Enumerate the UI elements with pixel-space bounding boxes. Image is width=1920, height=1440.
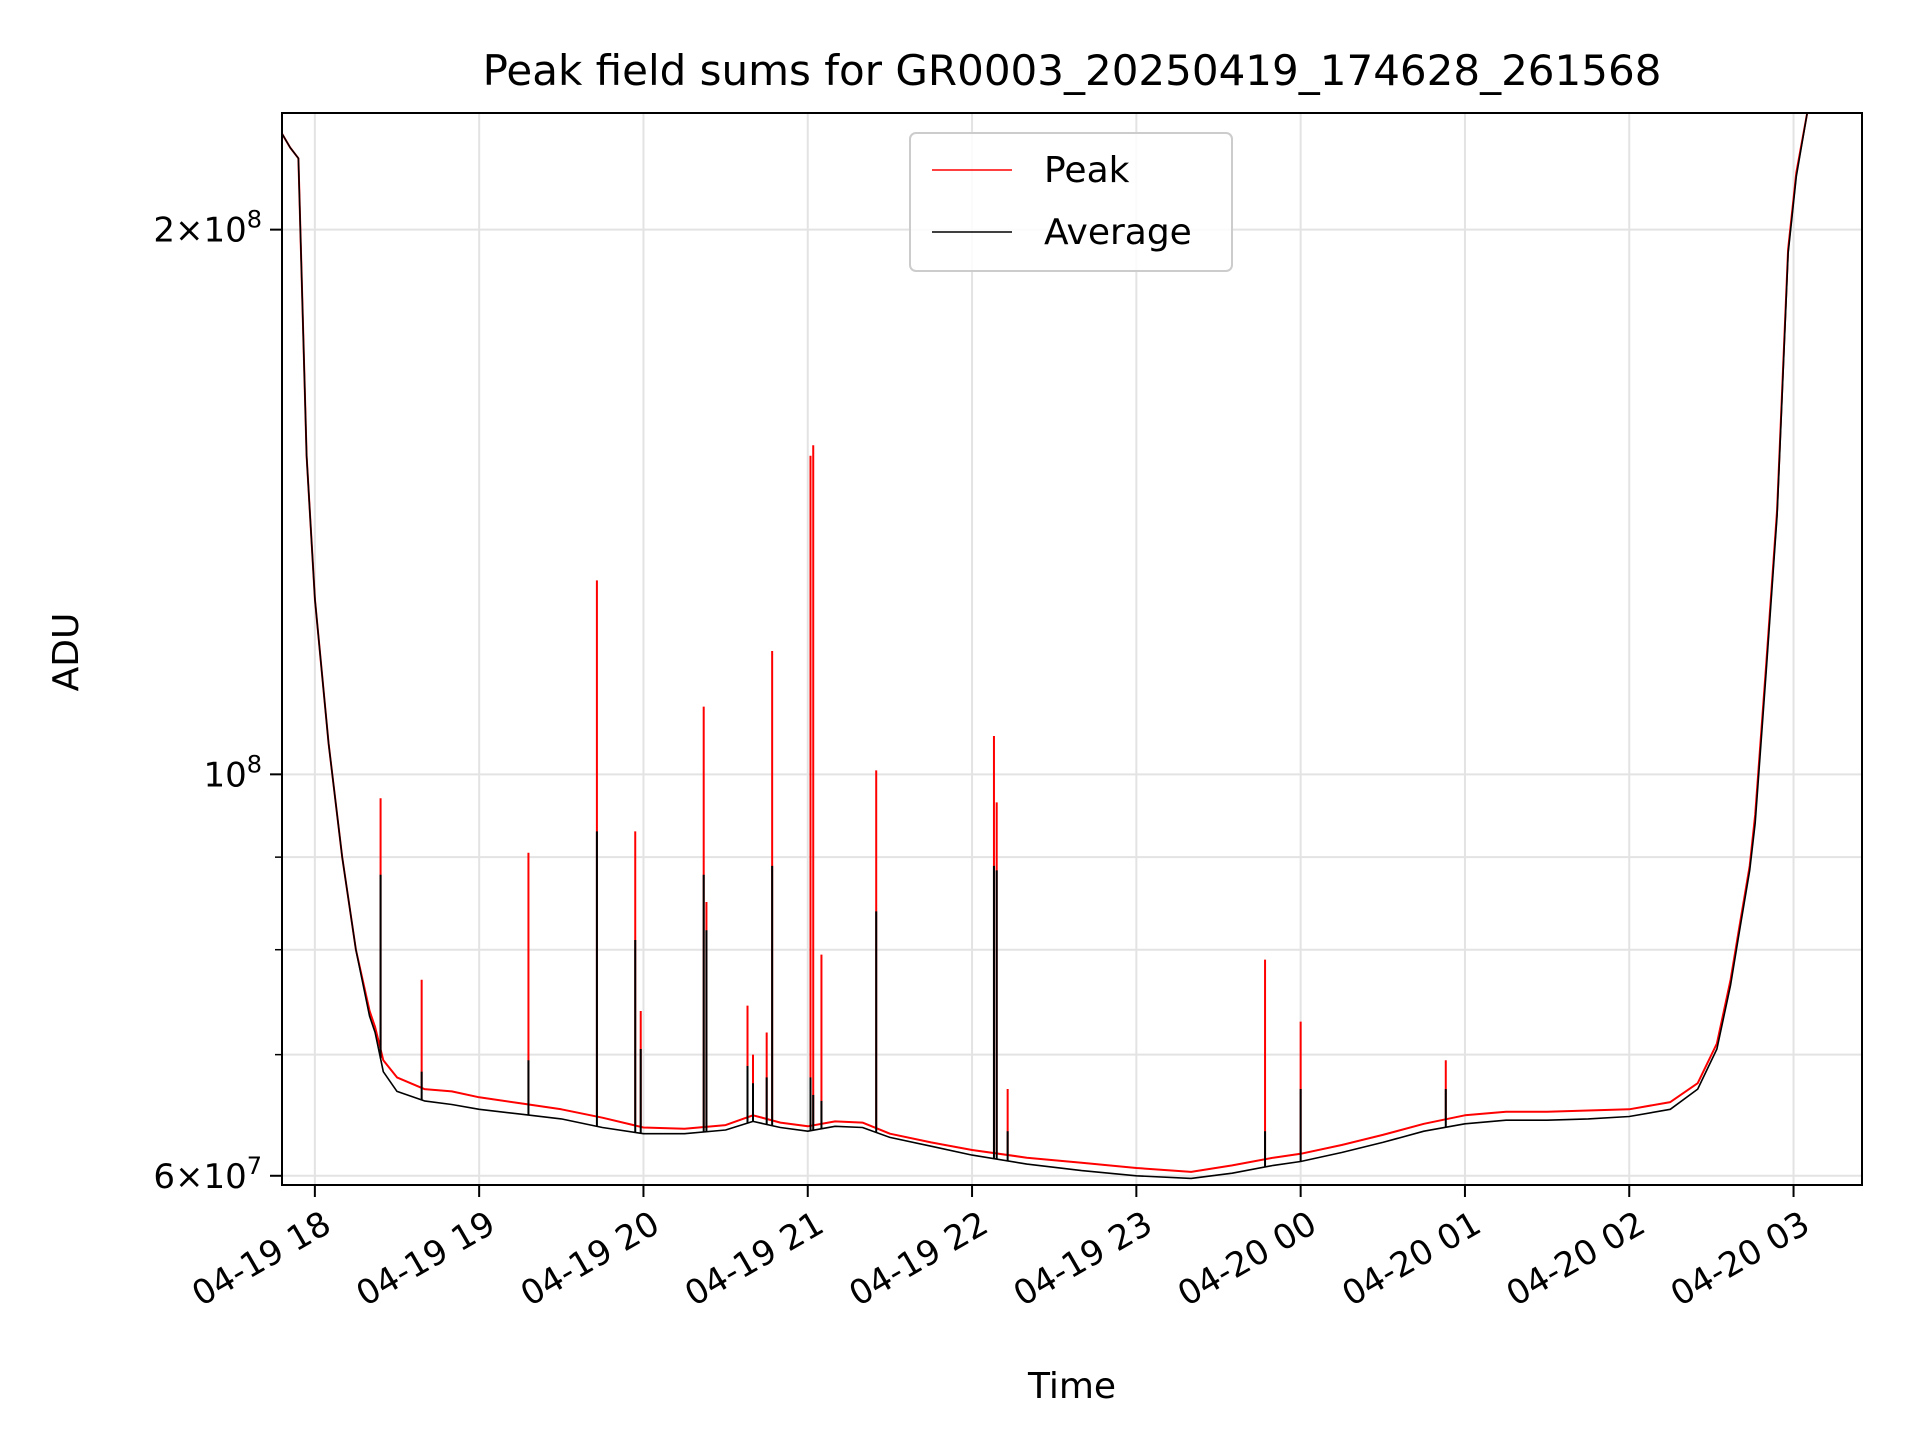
- legend-label-average: Average: [1044, 212, 1192, 253]
- legend: Peak Average: [909, 132, 1233, 272]
- grid: [282, 113, 1862, 1185]
- x-axis-label: Time: [1027, 1366, 1116, 1407]
- series-line-peak: [282, 113, 1824, 1173]
- y-tick-label: 108: [203, 750, 262, 795]
- chart-title: Peak field sums for GR0003_20250419_1746…: [483, 46, 1662, 95]
- legend-box: [909, 132, 1233, 272]
- series-layer: [282, 113, 1824, 1180]
- y-tick-label: 6×107: [153, 1152, 262, 1197]
- y-tick-label: 2×108: [153, 206, 262, 251]
- y-axis: 6×107 108 2×108: [153, 206, 282, 1197]
- legend-label-peak: Peak: [1044, 150, 1130, 191]
- series-line-average: [282, 113, 1824, 1180]
- plot-frame: [281, 112, 1863, 1186]
- y-axis-label: ADU: [46, 613, 87, 692]
